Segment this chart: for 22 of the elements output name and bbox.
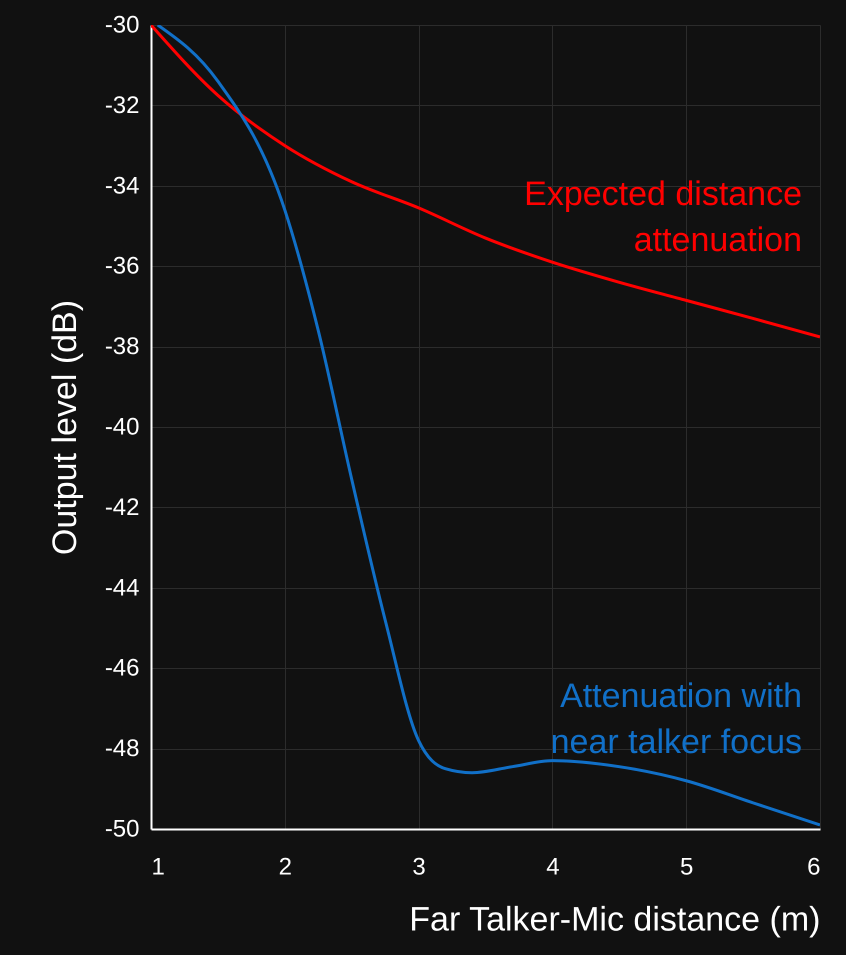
y-axis-title: Output level (dB) [46,300,84,556]
x-tick-label: 5 [680,854,694,880]
line-series [156,25,820,826]
series-label: Attenuation with near talker focus [550,676,802,761]
y-tick-label: -40 [104,414,140,440]
y-tick-label: -32 [104,92,140,119]
y-tick-label: -46 [104,654,140,682]
x-axis-title: Far Talker-Mic distance (m) [409,900,820,938]
x-tick-label: 1 [152,854,165,880]
y-tick-label: -44 [104,574,140,602]
y-tick-label: -42 [104,494,140,521]
y-tick-label: -36 [104,252,140,280]
x-tick-label: 2 [278,854,292,880]
y-tick-label: -34 [104,172,140,200]
y-tick-label: -38 [104,333,140,360]
x-tick-label: 3 [412,854,426,880]
series-label: Expected distance attenuation [524,174,802,259]
x-tick-label: 6 [807,854,820,880]
y-tick-label: -50 [104,816,140,842]
x-tick-label: 4 [546,854,560,880]
y-tick-label: -30 [104,12,140,38]
y-tick-label: -48 [104,735,140,762]
